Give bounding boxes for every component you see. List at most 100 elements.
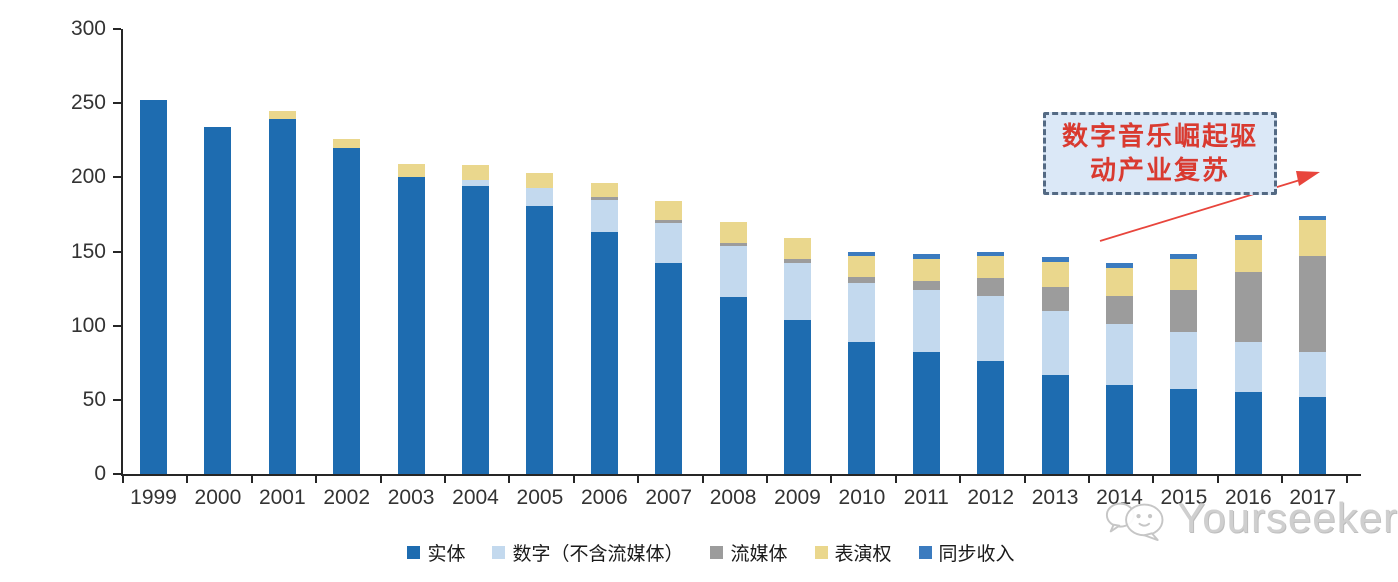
x-axis-label: 2013 xyxy=(1031,486,1079,509)
y-axis-label: 300 xyxy=(70,17,106,40)
annotation-line-1: 数字音乐崛起驱 xyxy=(1061,121,1258,151)
y-axis-tick xyxy=(113,398,121,401)
y-axis-tick xyxy=(113,473,121,475)
y-axis-tick xyxy=(113,176,121,179)
yourseeker-logo-icon xyxy=(1105,502,1164,542)
x-axis-tick xyxy=(315,476,318,483)
x-axis-tick xyxy=(766,476,768,483)
bar-segment-2010 xyxy=(848,276,876,283)
bar-segment-2012 xyxy=(977,255,1005,279)
bar-segment-2004 xyxy=(462,186,489,474)
bar-segment-2013 xyxy=(1041,257,1069,262)
y-axis-label: 250 xyxy=(70,91,106,115)
x-axis-label: 2004 xyxy=(452,486,499,509)
annotation-line-2: 动产业复苏 xyxy=(1089,155,1230,185)
bar-segment-2010 xyxy=(848,341,876,474)
bar-segment-2009 xyxy=(784,238,811,259)
legend-item: 数字（不含流媒体） xyxy=(492,539,683,566)
bar-segment-2007 xyxy=(655,201,683,221)
x-axis-tick xyxy=(1088,476,1090,483)
legend-label: 表演权 xyxy=(834,544,892,565)
bar-segment-2016 xyxy=(1234,392,1262,474)
bar-segment-2007 xyxy=(655,263,683,474)
bar-segment-2011 xyxy=(912,281,940,291)
legend-label: 同步收入 xyxy=(938,544,1015,565)
bar-segment-2008 xyxy=(719,297,747,474)
x-axis-tick xyxy=(637,476,640,483)
x-axis-label: 2017 xyxy=(1289,486,1337,509)
x-axis-label: 2006 xyxy=(580,486,628,509)
bar-segment-2015 xyxy=(1170,258,1198,291)
bar-segment-2012 xyxy=(977,296,1005,362)
bar-segment-2017 xyxy=(1299,220,1327,256)
x-axis-label: 2007 xyxy=(645,486,693,509)
x-axis-tick xyxy=(379,476,382,483)
bar-segment-2017 xyxy=(1299,396,1327,474)
x-axis-tick xyxy=(250,476,253,483)
x-axis-label: 2001 xyxy=(258,486,306,509)
bar-segment-2015 xyxy=(1170,389,1198,474)
y-axis-label: 50 xyxy=(82,387,106,411)
x-axis-tick xyxy=(830,476,833,483)
x-axis-tick xyxy=(1281,476,1284,483)
legend-swatch-icon xyxy=(710,546,724,559)
bar-segment-2005 xyxy=(526,172,554,188)
bar-segment-2013 xyxy=(1041,287,1069,311)
x-axis-tick xyxy=(572,476,575,483)
watermark: Yourseeker xyxy=(1104,486,1398,550)
bar-segment-2016 xyxy=(1234,235,1262,240)
bar-segment-2014 xyxy=(1106,296,1133,325)
bar-segment-2005 xyxy=(526,187,554,206)
bar-segment-2008 xyxy=(719,221,747,243)
bar-segment-2006 xyxy=(590,196,618,200)
x-axis-label: 2008 xyxy=(709,486,757,509)
legend-swatch-icon xyxy=(407,546,421,559)
bar-segment-2009 xyxy=(784,258,811,264)
bar-segment-2015 xyxy=(1170,290,1198,332)
y-axis-tick xyxy=(113,102,121,105)
bar-segment-2013 xyxy=(1041,261,1069,288)
bar-segment-2004 xyxy=(462,165,489,181)
x-axis-tick xyxy=(444,476,446,483)
y-axis-tick xyxy=(113,324,121,327)
y-axis-tick xyxy=(113,250,121,253)
bar-segment-2017 xyxy=(1299,255,1327,353)
bar-segment-2002 xyxy=(333,138,361,148)
bar-segment-2011 xyxy=(912,258,940,282)
x-axis-label: 2003 xyxy=(387,486,435,509)
bar-segment-2012 xyxy=(977,278,1005,296)
legend-label: 实体 xyxy=(427,544,466,565)
legend-label: 流媒体 xyxy=(730,544,788,565)
bar-segment-2013 xyxy=(1041,310,1069,375)
x-axis-tick xyxy=(1216,476,1219,483)
bar-segment-2011 xyxy=(912,290,940,353)
bar-segment-2014 xyxy=(1106,324,1133,385)
bar-segment-2016 xyxy=(1234,239,1262,273)
x-axis-label: 2000 xyxy=(194,486,242,509)
bar-segment-2014 xyxy=(1106,385,1133,474)
bar-segment-2012 xyxy=(977,361,1005,474)
legend-item: 表演权 xyxy=(814,539,892,566)
bar-segment-2007 xyxy=(655,220,683,224)
x-axis-tick xyxy=(894,476,897,483)
legend-label: 数字（不含流媒体） xyxy=(512,544,684,565)
x-axis-label: 2014 xyxy=(1096,486,1143,509)
legend-swatch-icon xyxy=(492,546,506,559)
x-axis-label: 2016 xyxy=(1224,486,1272,509)
bar-segment-2006 xyxy=(590,232,618,474)
bar-segment-2012 xyxy=(977,251,1005,256)
x-axis-label: 2012 xyxy=(967,486,1015,509)
y-axis-label: 200 xyxy=(70,165,106,189)
watermark-text: Yourseeker xyxy=(1177,494,1398,541)
x-axis-tick xyxy=(1023,476,1026,483)
bar-segment-2011 xyxy=(912,254,940,259)
bar-segment-1999 xyxy=(140,100,167,474)
bar-segment-2008 xyxy=(719,242,747,246)
bar-segment-2006 xyxy=(590,199,618,233)
bar-segment-2017 xyxy=(1299,352,1327,397)
annotation-box: 数字音乐崛起驱 动产业复苏 xyxy=(1043,112,1277,195)
x-axis-label: 2010 xyxy=(838,486,886,509)
legend-swatch-icon xyxy=(814,546,828,559)
x-axis-tick xyxy=(122,476,124,483)
bar-segment-2002 xyxy=(333,147,361,474)
